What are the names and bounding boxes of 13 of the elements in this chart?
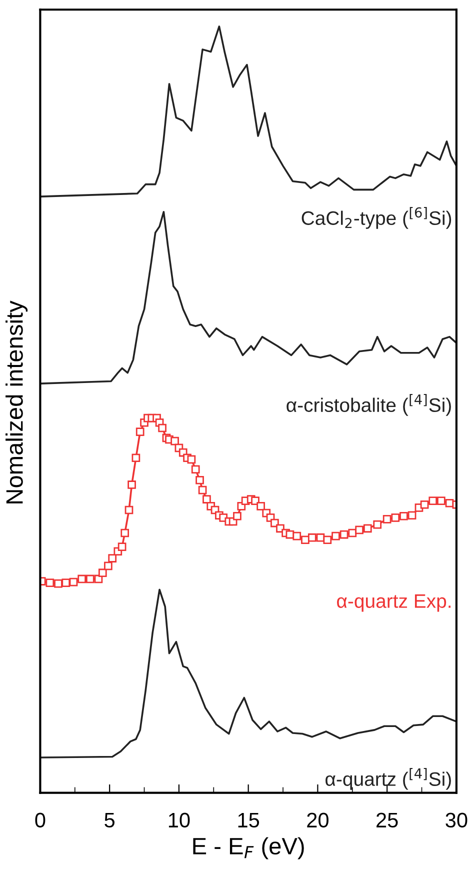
x-tick-label: 30 <box>446 812 468 828</box>
x-tick-label: 5 <box>104 812 114 828</box>
x-tick-label: 15 <box>238 812 260 828</box>
x-axis-title: E - E$_{F}$ (eV) <box>193 837 304 860</box>
x-tick-label: 10 <box>168 812 190 828</box>
series-label: α-quartz ($^{[4]}$Si) <box>326 768 451 790</box>
text: α-cristobalite ($^{[4]}$Si) <box>286 394 451 416</box>
y-axis-title: Nomalized intensity <box>6 300 28 504</box>
x-tick-label: 20 <box>307 812 328 828</box>
text: α-quartz Exp. <box>337 594 451 612</box>
x-tick-label: 0 <box>35 812 46 828</box>
x-tick-label: 25 <box>376 812 398 828</box>
series-label: CaCl$_{2}$-type ($^{[6]}$Si) <box>302 207 452 229</box>
